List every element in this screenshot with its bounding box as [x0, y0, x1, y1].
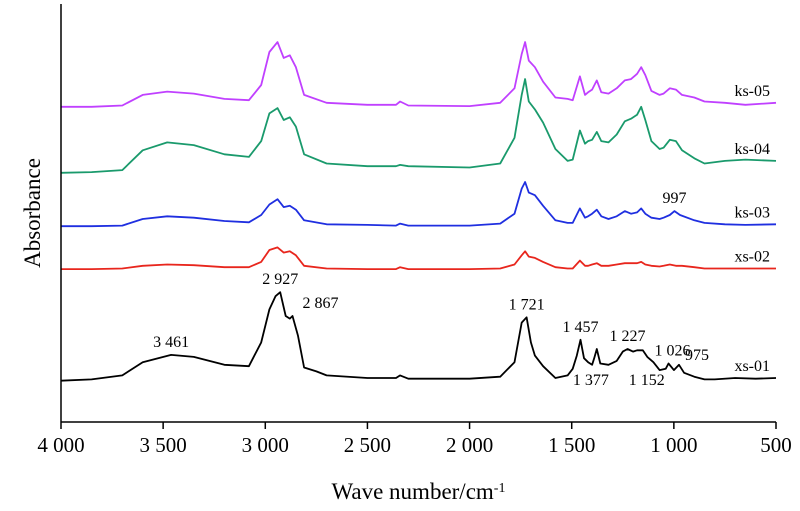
- peak-annotation: 975: [685, 347, 709, 364]
- x-tick-label: 500: [760, 433, 792, 457]
- x-tick-label: 4 000: [37, 433, 84, 457]
- series-label-xs-02: xs-02: [734, 248, 770, 265]
- x-tick-label: 1 000: [650, 433, 697, 457]
- x-axis-title-text: Wave number/cm: [332, 479, 494, 504]
- peak-annotation: 1 227: [609, 328, 645, 345]
- peak-annotation: 997: [662, 190, 686, 207]
- peak-annotation: 1 377: [573, 372, 609, 389]
- series-label-xs-01: xs-01: [734, 358, 770, 375]
- series-label-ks-03: ks-03: [734, 204, 770, 221]
- peak-annotation: 1 026: [655, 343, 691, 360]
- series-line-ks-05: [61, 41, 777, 108]
- peak-annotation: 3 461: [153, 334, 189, 351]
- x-axis-title-superscript: -1: [494, 481, 506, 496]
- peak-annotation: 2 927: [262, 271, 298, 288]
- peak-annotation: 1 152: [629, 372, 665, 389]
- peak-annotation: 2 867: [302, 295, 338, 312]
- x-tick-label: 1 500: [548, 433, 595, 457]
- series-group: [60, 41, 777, 382]
- x-tick-label: 3 000: [242, 433, 289, 457]
- axes-group: [60, 4, 776, 423]
- series-line-ks-04: [60, 78, 777, 174]
- x-tick-label: 3 500: [140, 433, 187, 457]
- series-line-ks-03: [61, 181, 777, 228]
- series-line-xs-01: [60, 291, 777, 382]
- x-axis-title: Wave number/cm-1: [332, 479, 506, 504]
- series-label-ks-04: ks-04: [734, 141, 770, 158]
- x-tick-label: 2 000: [446, 433, 493, 457]
- series-label-ks-05: ks-05: [734, 83, 770, 100]
- x-tick-label: 2 500: [344, 433, 391, 457]
- x-ticks: 4 000 3 500 3 000 2 500 2 000 1 500 1 000 500: [37, 422, 792, 457]
- series-line-xs-02: [61, 246, 776, 270]
- y-axis-title: Absorbance: [20, 158, 45, 268]
- peak-annotation: 1 721: [509, 296, 545, 313]
- peak-annotation: 1 457: [562, 319, 598, 336]
